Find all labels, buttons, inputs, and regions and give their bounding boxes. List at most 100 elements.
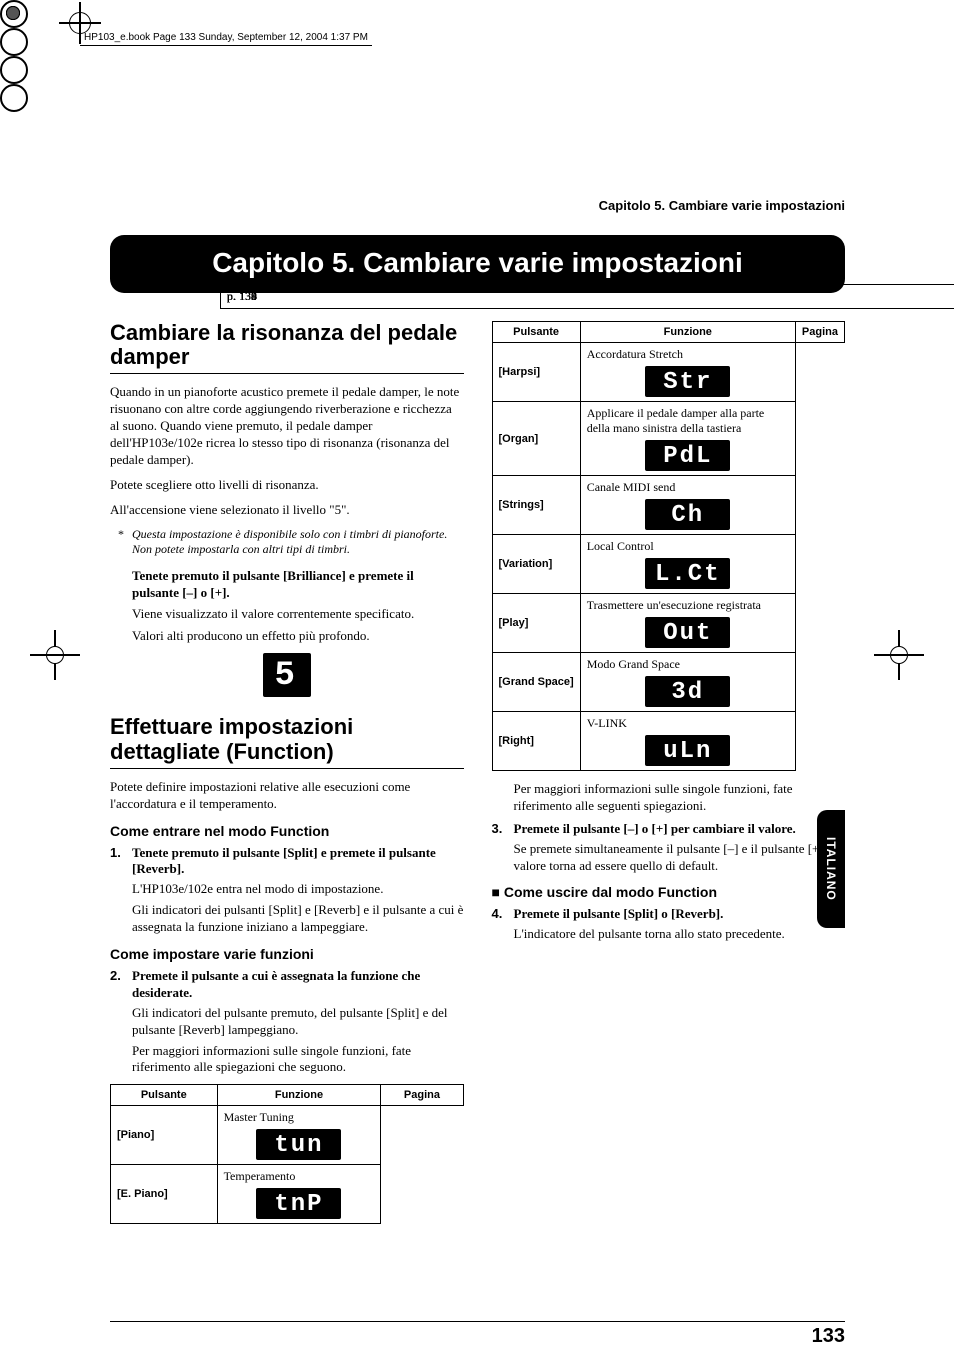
crop-mark-corner-bl [0, 56, 28, 84]
table-row: [Piano] Master Tuning tun p. 134 [111, 1106, 464, 1165]
lcd-display-small: L.Ct [645, 558, 730, 589]
table-header-cell: Funzione [217, 1085, 381, 1106]
table-cell-function: Canale MIDI send Ch [580, 476, 795, 535]
heading-rule [110, 768, 464, 769]
two-column-layout: Cambiare la risonanza del pedale damper … [110, 321, 845, 1224]
ordered-list: 2. Premete il pulsante a cui è assegnata… [110, 968, 464, 1076]
table-cell-button: [Play] [492, 594, 580, 653]
page-number: 133 [812, 1325, 845, 1348]
ordered-list: 3. Premete il pulsante [–] o [+] per cam… [492, 821, 846, 875]
step-number: 3. [492, 821, 503, 836]
table-row: [E. Piano] Temperamento tnP p. 134 [111, 1165, 464, 1224]
running-head: Capitolo 5. Cambiare varie impostazioni [110, 198, 845, 213]
lcd-display-small: Out [645, 617, 730, 648]
table-cell-button: [Grand Space] [492, 653, 580, 712]
step-number: 4. [492, 906, 503, 921]
body-paragraph: Quando in un pianoforte acustico premete… [110, 384, 464, 468]
lcd-display-small: tnP [256, 1188, 341, 1219]
table-cell-button: [Harpsi] [492, 343, 580, 402]
lcd-display: 5 [263, 653, 311, 697]
list-item: 1. Tenete premuto il pulsante [Split] e … [110, 845, 464, 936]
step-body: Viene visualizzato il valore correntemen… [132, 606, 464, 623]
language-side-tab: ITALIANO [817, 810, 845, 928]
lcd-display-small: tun [256, 1129, 341, 1160]
page-content: Capitolo 5. Cambiare varie impostazioni … [110, 198, 845, 1348]
list-item: 2. Premete il pulsante a cui è assegnata… [110, 968, 464, 1076]
list-item: 3. Premete il pulsante [–] o [+] per cam… [492, 821, 846, 875]
table-row: [Harpsi] Accordatura Stretch Str p. 134 [492, 343, 845, 402]
subheading-enter-function: Come entrare nel modo Function [110, 823, 464, 839]
language-label: ITALIANO [824, 837, 838, 901]
table-cell-button: [Organ] [492, 402, 580, 476]
crop-mark-corner-tr [0, 28, 28, 56]
section-heading-function: Effettuare impostazioni dettagliate (Fun… [110, 715, 464, 763]
table-header-row: Pulsante Funzione Pagina [111, 1085, 464, 1106]
function-description: Modo Grand Space [587, 657, 789, 672]
table-cell-button: [E. Piano] [111, 1165, 218, 1224]
body-paragraph: Potete scegliere otto livelli di risonan… [110, 477, 464, 494]
function-description: Accordatura Stretch [587, 347, 789, 362]
step-body: Valori alti producono un effetto più pro… [132, 628, 464, 645]
step-number: 1. [110, 845, 121, 860]
framemaker-header-text: HP103_e.book Page 133 Sunday, September … [84, 32, 368, 43]
crop-mark-corner-br [0, 84, 28, 112]
page-number-rule [110, 1321, 845, 1322]
ordered-list: 4. Premete il pulsante [Split] o [Reverb… [492, 906, 846, 943]
function-description: V-LINK [587, 716, 789, 731]
table-header-cell: Pulsante [492, 322, 580, 343]
crop-mark-side-right [884, 640, 914, 670]
table-header-cell: Pagina [795, 322, 844, 343]
subheading-set-functions: Come impostare varie funzioni [110, 946, 464, 962]
step-title: Premete il pulsante [–] o [+] per cambia… [514, 821, 846, 838]
list-item: 4. Premete il pulsante [Split] o [Reverb… [492, 906, 846, 943]
step-body: L'indicatore del pulsante torna allo sta… [514, 926, 846, 943]
table-header-row: Pulsante Funzione Pagina [492, 322, 845, 343]
table-row: [Right] V-LINK uLn p. 136 [492, 712, 845, 771]
table-row: [Organ] Applicare il pedale damper alla … [492, 402, 845, 476]
section-heading-damper: Cambiare la risonanza del pedale damper [110, 321, 464, 369]
function-table-right: Pulsante Funzione Pagina [Harpsi] Accord… [492, 321, 846, 771]
step-body: Gli indicatori dei pulsanti [Split] e [R… [132, 902, 464, 936]
table-header-cell: Funzione [580, 322, 795, 343]
body-paragraph: Per maggiori informazioni sulle singole … [514, 781, 846, 815]
crop-mark-side-left [40, 640, 70, 670]
function-description: Applicare il pedale damper alla parte de… [587, 406, 789, 436]
step-body: Se premete simultaneamente il pulsante [… [514, 841, 846, 875]
table-header-cell: Pagina [381, 1085, 463, 1106]
table-cell-button: [Variation] [492, 535, 580, 594]
framemaker-header: HP103_e.book Page 133 Sunday, September … [80, 30, 372, 46]
lcd-display-small: PdL [645, 440, 730, 471]
lcd-display-small: Str [645, 366, 730, 397]
table-cell-page: p. 136 [220, 284, 954, 309]
step-body: Per maggiori informazioni sulle singole … [132, 1043, 464, 1077]
step-body: L'HP103e/102e entra nel modo di impostaz… [132, 881, 464, 898]
table-cell-button: [Piano] [111, 1106, 218, 1165]
note-starred: Questa impostazione è disponibile solo c… [132, 527, 464, 558]
step-number: 2. [110, 968, 121, 983]
function-description: Master Tuning [224, 1110, 375, 1125]
function-description: Temperamento [224, 1169, 375, 1184]
table-cell-function: Trasmettere un'esecuzione registrata Out [580, 594, 795, 653]
heading-rule [110, 373, 464, 374]
function-description: Canale MIDI send [587, 480, 789, 495]
table-cell-function: Master Tuning tun [217, 1106, 381, 1165]
subheading-exit-function: Come uscire dal modo Function [492, 884, 846, 900]
table-cell-button: [Right] [492, 712, 580, 771]
left-column: Cambiare la risonanza del pedale damper … [110, 321, 464, 1224]
step-title: Tenete premuto il pulsante [Split] e pre… [132, 845, 464, 879]
function-description: Trasmettere un'esecuzione registrata [587, 598, 789, 613]
table-cell-function: Local Control L.Ct [580, 535, 795, 594]
table-cell-function: V-LINK uLn [580, 712, 795, 771]
ordered-list: 1. Tenete premuto il pulsante [Split] e … [110, 845, 464, 936]
function-table-left: Pulsante Funzione Pagina [Piano] Master … [110, 1084, 464, 1224]
lcd-display-small: 3d [645, 676, 730, 707]
step-title: Premete il pulsante a cui è assegnata la… [132, 968, 464, 1002]
table-row: [Play] Trasmettere un'esecuzione registr… [492, 594, 845, 653]
table-row: [Strings] Canale MIDI send Ch p. 139 [492, 476, 845, 535]
table-cell-function: Accordatura Stretch Str [580, 343, 795, 402]
step-body: Gli indicatori del pulsante premuto, del… [132, 1005, 464, 1039]
table-cell-button: [Strings] [492, 476, 580, 535]
step-instruction: Tenete premuto il pulsante [Brilliance] … [132, 568, 464, 602]
table-cell-function: Temperamento tnP [217, 1165, 381, 1224]
table-row: [Variation] Local Control L.Ct p. 139 [492, 535, 845, 594]
